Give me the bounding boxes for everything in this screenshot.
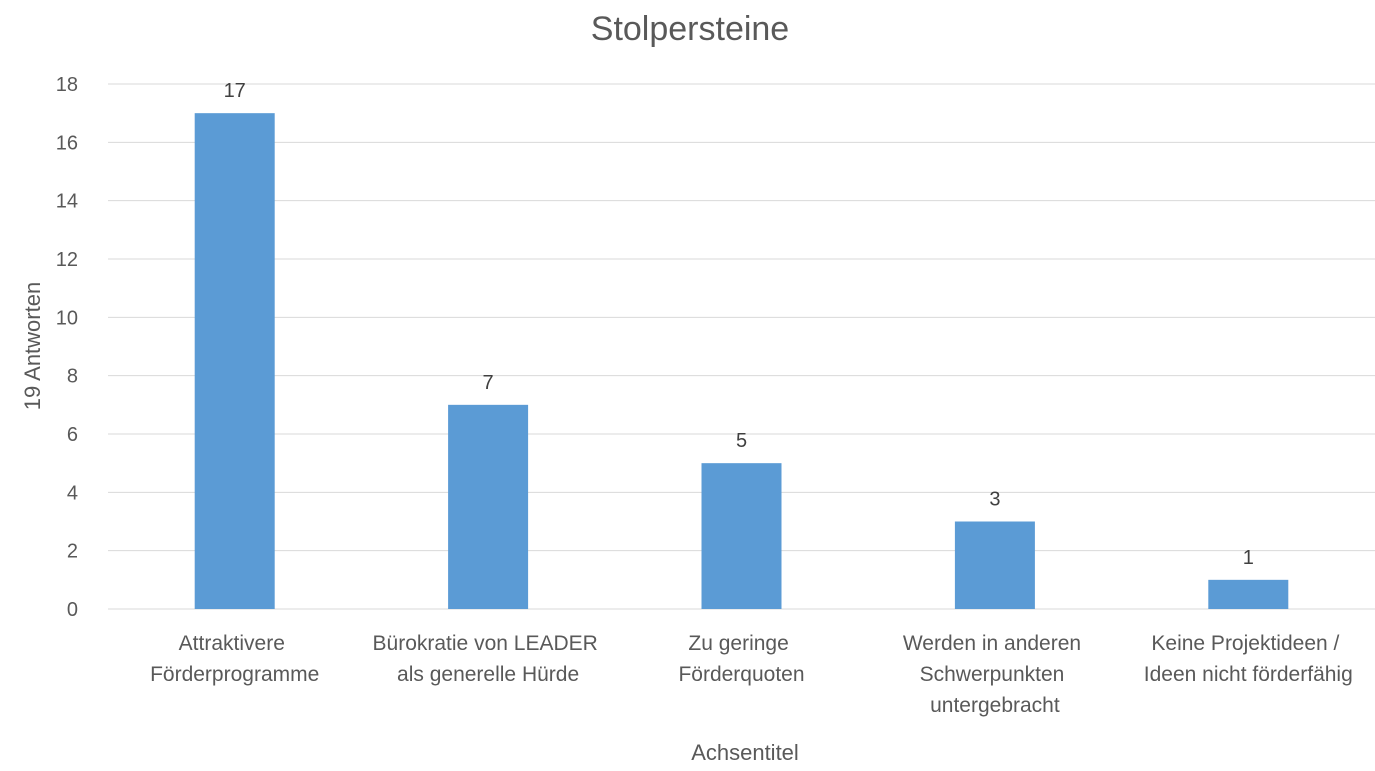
x-tick-label: Werden in anderen Schwerpunkten untergeb… <box>903 632 1087 717</box>
y-tick-label: 0 <box>67 599 78 621</box>
bar <box>194 113 275 610</box>
y-tick-label: 10 <box>56 307 78 329</box>
bar <box>701 463 782 609</box>
y-tick-label: 18 <box>56 74 78 96</box>
chart-title: Stolpersteine <box>591 10 789 48</box>
y-tick-label: 2 <box>67 541 78 563</box>
bar <box>954 521 1035 609</box>
x-tick-label: Attraktivere Förderprogramme <box>150 632 319 686</box>
x-axis-title: Achsentitel <box>691 740 799 765</box>
bar <box>1208 579 1289 609</box>
y-axis-title: 19 Antworten <box>20 282 45 410</box>
bar <box>448 404 529 609</box>
y-tick-label: 14 <box>56 191 78 213</box>
data-label: 17 <box>224 80 246 102</box>
data-label: 5 <box>736 430 747 452</box>
data-label: 7 <box>483 372 494 394</box>
data-label: 1 <box>1243 547 1254 569</box>
y-tick-label: 12 <box>56 249 78 271</box>
y-tick-label: 4 <box>67 482 78 504</box>
y-tick-label: 8 <box>67 366 78 388</box>
y-tick-label: 16 <box>56 132 78 154</box>
x-tick-label: Zu geringe Förderquoten <box>678 632 804 686</box>
x-tick-label: Keine Projektideen / Ideen nicht förderf… <box>1144 632 1353 686</box>
data-label: 3 <box>989 489 1000 511</box>
y-tick-label: 6 <box>67 424 78 446</box>
x-tick-label: Bürokratie von LEADER als generelle Hürd… <box>373 632 604 686</box>
